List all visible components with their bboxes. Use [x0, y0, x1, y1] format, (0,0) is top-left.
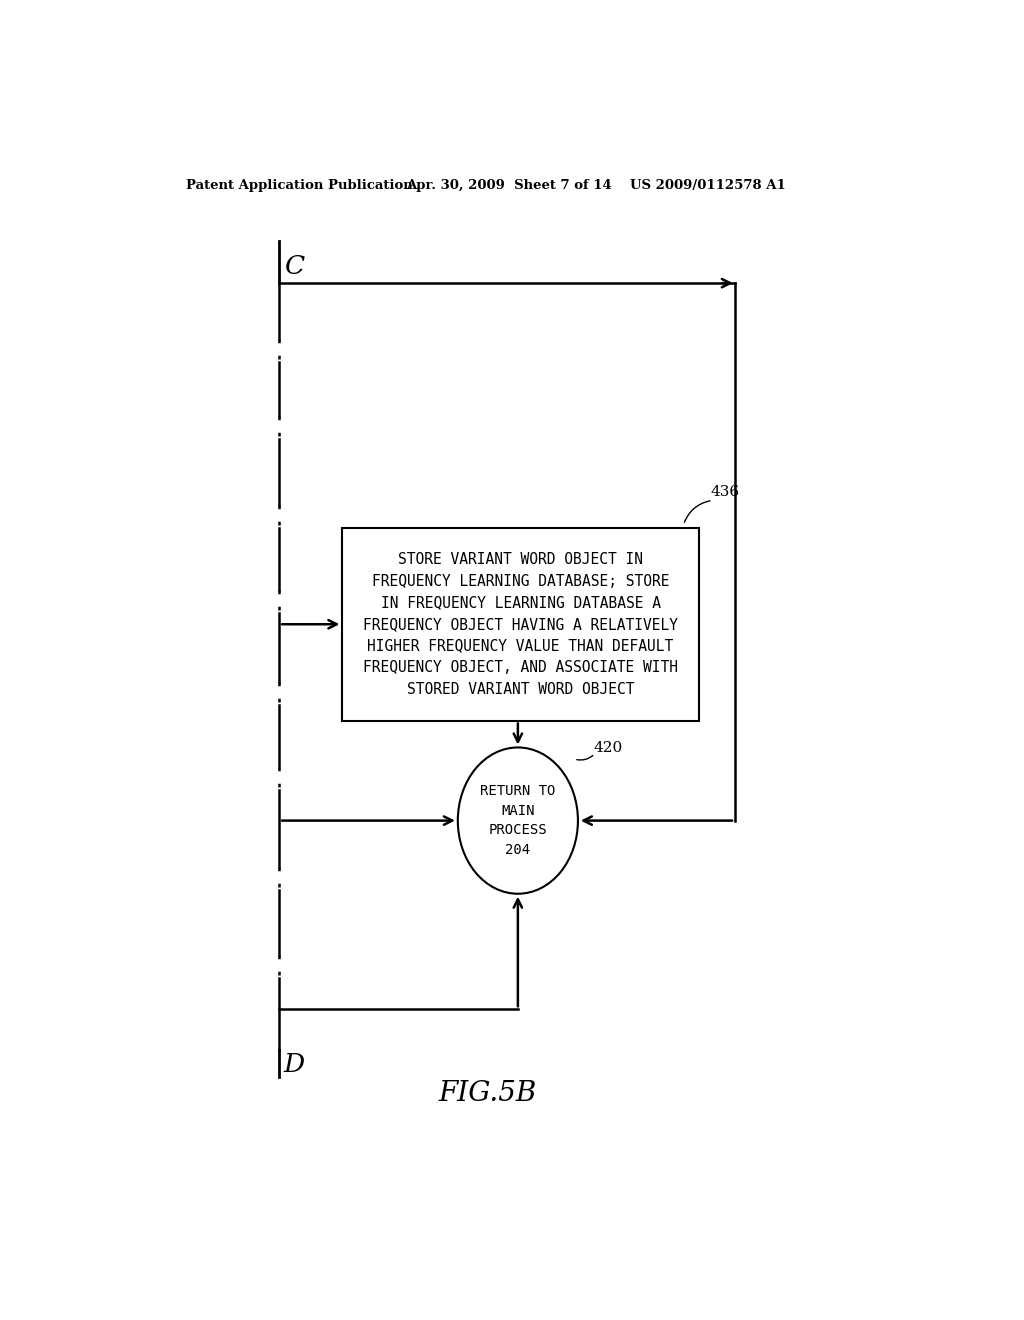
Text: 436: 436 [711, 484, 739, 499]
Text: D: D [283, 1052, 304, 1077]
Text: Patent Application Publication: Patent Application Publication [186, 178, 413, 191]
Text: FIG.5B: FIG.5B [438, 1080, 537, 1107]
Text: RETURN TO
MAIN
PROCESS
204: RETURN TO MAIN PROCESS 204 [480, 784, 556, 857]
Ellipse shape [458, 747, 578, 894]
Bar [342, 528, 698, 721]
Text: 420: 420 [593, 741, 623, 755]
Text: Apr. 30, 2009  Sheet 7 of 14: Apr. 30, 2009 Sheet 7 of 14 [407, 178, 612, 191]
Text: STORE VARIANT WORD OBJECT IN
FREQUENCY LEARNING DATABASE; STORE
IN FREQUENCY LEA: STORE VARIANT WORD OBJECT IN FREQUENCY L… [364, 552, 678, 697]
Text: US 2009/0112578 A1: US 2009/0112578 A1 [630, 178, 785, 191]
Text: C: C [286, 255, 305, 280]
